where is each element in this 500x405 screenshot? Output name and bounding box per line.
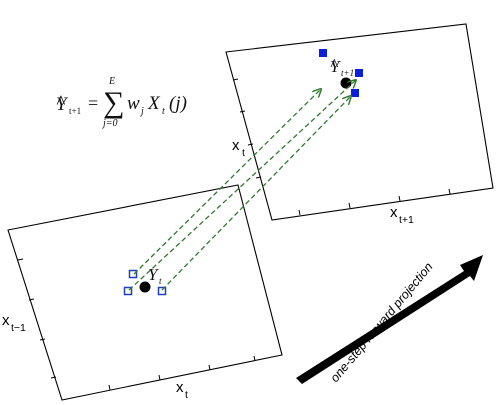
formula-argument: (j): [169, 93, 187, 114]
forward-arrow-label: one-step forward projection: [328, 260, 436, 385]
projected-point-2: [355, 69, 363, 77]
formula-lhs-subscript: t+1: [69, 106, 81, 116]
formula-variable: X: [147, 93, 161, 114]
neighbor-point-3: [159, 288, 166, 295]
projected-point-3: [351, 89, 359, 97]
projection-arrow-3: [162, 96, 351, 290]
formula-variable-subscript: t: [162, 106, 165, 117]
right-panel-frame: [226, 24, 493, 220]
right-y-axis-subscript: t: [242, 147, 245, 159]
right-y-axis-label: x: [232, 137, 240, 154]
current-state-subscript: t: [159, 276, 162, 286]
neighbor-point-1: [130, 271, 137, 278]
forward-projection-arrow: one-step forward projection: [296, 255, 483, 385]
projected-point-1: [319, 49, 327, 57]
predicted-state-point: [341, 78, 352, 89]
left-y-axis-subscript: t−1: [11, 322, 26, 334]
predicted-state-symbol: Y: [330, 57, 341, 76]
left-y-axis-label: x: [2, 312, 10, 329]
formula-sum-lower: j=0: [101, 118, 118, 129]
formula-lhs-symbol: Y: [56, 94, 69, 115]
formula-equals: =: [88, 93, 98, 113]
formula-weight: w: [127, 93, 140, 114]
right-x-axis-subscript: t+1: [399, 214, 414, 226]
left-panel-ticks: [18, 259, 255, 390]
right-phase-panel: x t x t+1 ^ Y t+1: [226, 24, 493, 226]
left-x-axis-subscript: t: [185, 389, 188, 401]
left-phase-panel: x t x t−1 Y t: [2, 185, 282, 401]
formula-weight-subscript: j: [139, 106, 144, 117]
left-x-axis-label: x: [176, 379, 184, 396]
predicted-state-subscript: t+1: [341, 68, 354, 78]
formula-sum-symbol: ∑: [103, 86, 124, 119]
right-x-axis-label: x: [390, 204, 398, 221]
prediction-formula: ^ Y t+1 = E ∑ j=0 w j X t (j): [56, 76, 187, 129]
